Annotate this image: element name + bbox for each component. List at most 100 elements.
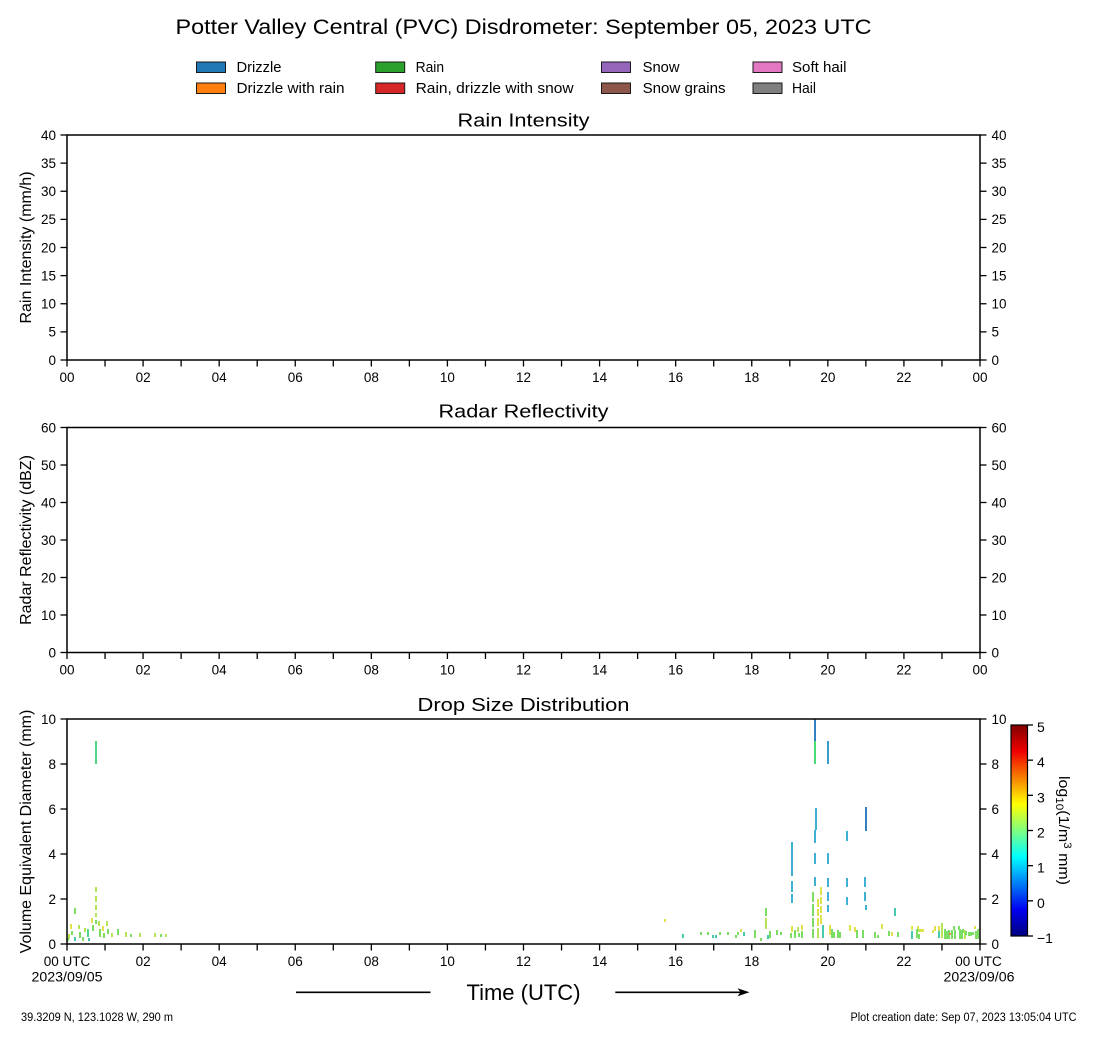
svg-text:04: 04 [212,370,228,385]
svg-text:Snow: Snow [643,60,681,76]
svg-text:22: 22 [896,954,911,969]
svg-text:30: 30 [41,184,56,199]
svg-text:2: 2 [992,892,1000,907]
svg-text:10: 10 [992,608,1007,623]
svg-text:2023/09/06: 2023/09/06 [944,970,1015,985]
svg-text:5: 5 [1037,719,1045,735]
svg-text:Soft hail: Soft hail [792,60,847,76]
svg-text:0: 0 [48,645,56,660]
svg-text:20: 20 [820,370,835,385]
svg-text:25: 25 [992,212,1007,227]
svg-text:Rain, drizzle with snow: Rain, drizzle with snow [416,81,575,97]
svg-text:20: 20 [820,954,835,969]
svg-text:−1: −1 [1037,930,1053,946]
svg-text:Snow grains: Snow grains [643,81,726,97]
svg-text:20: 20 [992,240,1007,255]
svg-text:22: 22 [896,370,911,385]
svg-text:18: 18 [744,370,759,385]
svg-text:20: 20 [820,663,835,678]
svg-text:22: 22 [896,663,911,678]
svg-text:6: 6 [992,802,1000,817]
svg-text:Rain Intensity (mm/h): Rain Intensity (mm/h) [18,171,35,323]
svg-text:12: 12 [516,370,531,385]
svg-text:06: 06 [288,370,303,385]
svg-text:35: 35 [992,156,1007,171]
svg-text:15: 15 [992,268,1007,283]
svg-text:14: 14 [592,954,608,969]
svg-text:16: 16 [668,370,683,385]
svg-text:20: 20 [41,240,56,255]
svg-text:Rain Intensity: Rain Intensity [458,110,591,131]
svg-text:2: 2 [48,892,56,907]
svg-text:30: 30 [41,533,56,548]
svg-text:35: 35 [41,156,56,171]
svg-text:Potter Valley Central (PVC) Di: Potter Valley Central (PVC) Disdrometer:… [176,16,872,39]
svg-text:8: 8 [48,757,56,772]
svg-text:40: 40 [992,128,1007,143]
svg-text:10: 10 [41,297,56,312]
svg-text:4: 4 [992,847,1000,862]
svg-text:50: 50 [41,458,56,473]
svg-text:5: 5 [992,325,1000,340]
svg-text:log10(1/m3 mm): log10(1/m3 mm) [1053,776,1073,885]
svg-text:00: 00 [59,663,74,678]
svg-text:40: 40 [41,495,56,510]
svg-text:2023/09/05: 2023/09/05 [32,970,103,985]
svg-text:0: 0 [48,353,56,368]
svg-text:Drizzle with rain: Drizzle with rain [237,81,345,97]
svg-text:30: 30 [992,184,1007,199]
svg-text:00: 00 [972,370,987,385]
svg-text:6: 6 [48,802,56,817]
svg-text:0: 0 [992,937,1000,952]
svg-text:Hail: Hail [792,81,816,97]
svg-text:Drop Size Distribution: Drop Size Distribution [418,694,630,715]
svg-text:0: 0 [48,937,56,952]
svg-text:06: 06 [288,954,303,969]
svg-text:3: 3 [1037,789,1045,805]
svg-text:5: 5 [48,325,56,340]
svg-text:10: 10 [440,370,455,385]
svg-text:4: 4 [1037,754,1045,770]
svg-text:Radar Reflectivity (dBZ): Radar Reflectivity (dBZ) [18,455,35,625]
svg-text:00 UTC: 00 UTC [955,954,1002,969]
svg-text:00: 00 [59,370,74,385]
svg-text:15: 15 [41,268,56,283]
svg-text:00 UTC: 00 UTC [44,954,91,969]
svg-text:10: 10 [992,712,1007,727]
svg-text:02: 02 [136,663,151,678]
svg-text:Drizzle: Drizzle [237,60,282,76]
svg-text:50: 50 [992,458,1007,473]
svg-text:20: 20 [41,570,56,585]
svg-text:1: 1 [1037,860,1045,876]
svg-text:8: 8 [992,757,1000,772]
svg-text:12: 12 [516,954,531,969]
svg-text:00: 00 [972,663,987,678]
svg-text:60: 60 [992,420,1007,435]
svg-text:4: 4 [48,847,56,862]
svg-text:16: 16 [668,663,683,678]
svg-text:10: 10 [440,954,455,969]
svg-text:04: 04 [212,663,228,678]
svg-text:18: 18 [744,663,759,678]
svg-text:12: 12 [516,663,531,678]
svg-text:14: 14 [592,370,608,385]
svg-text:Time (UTC): Time (UTC) [466,980,580,1005]
svg-text:04: 04 [212,954,228,969]
svg-text:Volume Equivalent Diameter (mm: Volume Equivalent Diameter (mm) [18,710,35,954]
svg-text:08: 08 [364,954,379,969]
svg-text:25: 25 [41,212,56,227]
svg-text:02: 02 [136,370,151,385]
svg-text:08: 08 [364,663,379,678]
svg-text:02: 02 [136,954,151,969]
svg-text:18: 18 [744,954,759,969]
svg-text:Rain: Rain [416,60,445,76]
svg-text:10: 10 [41,712,56,727]
svg-text:Plot creation date: Sep 07, 20: Plot creation date: Sep 07, 2023 13:05:0… [851,1012,1077,1024]
svg-text:30: 30 [992,533,1007,548]
svg-text:10: 10 [41,608,56,623]
svg-text:14: 14 [592,663,608,678]
svg-text:08: 08 [364,370,379,385]
svg-text:10: 10 [992,297,1007,312]
svg-text:40: 40 [41,128,56,143]
svg-text:39.3209 N, 123.1028 W, 290 m: 39.3209 N, 123.1028 W, 290 m [21,1012,173,1024]
